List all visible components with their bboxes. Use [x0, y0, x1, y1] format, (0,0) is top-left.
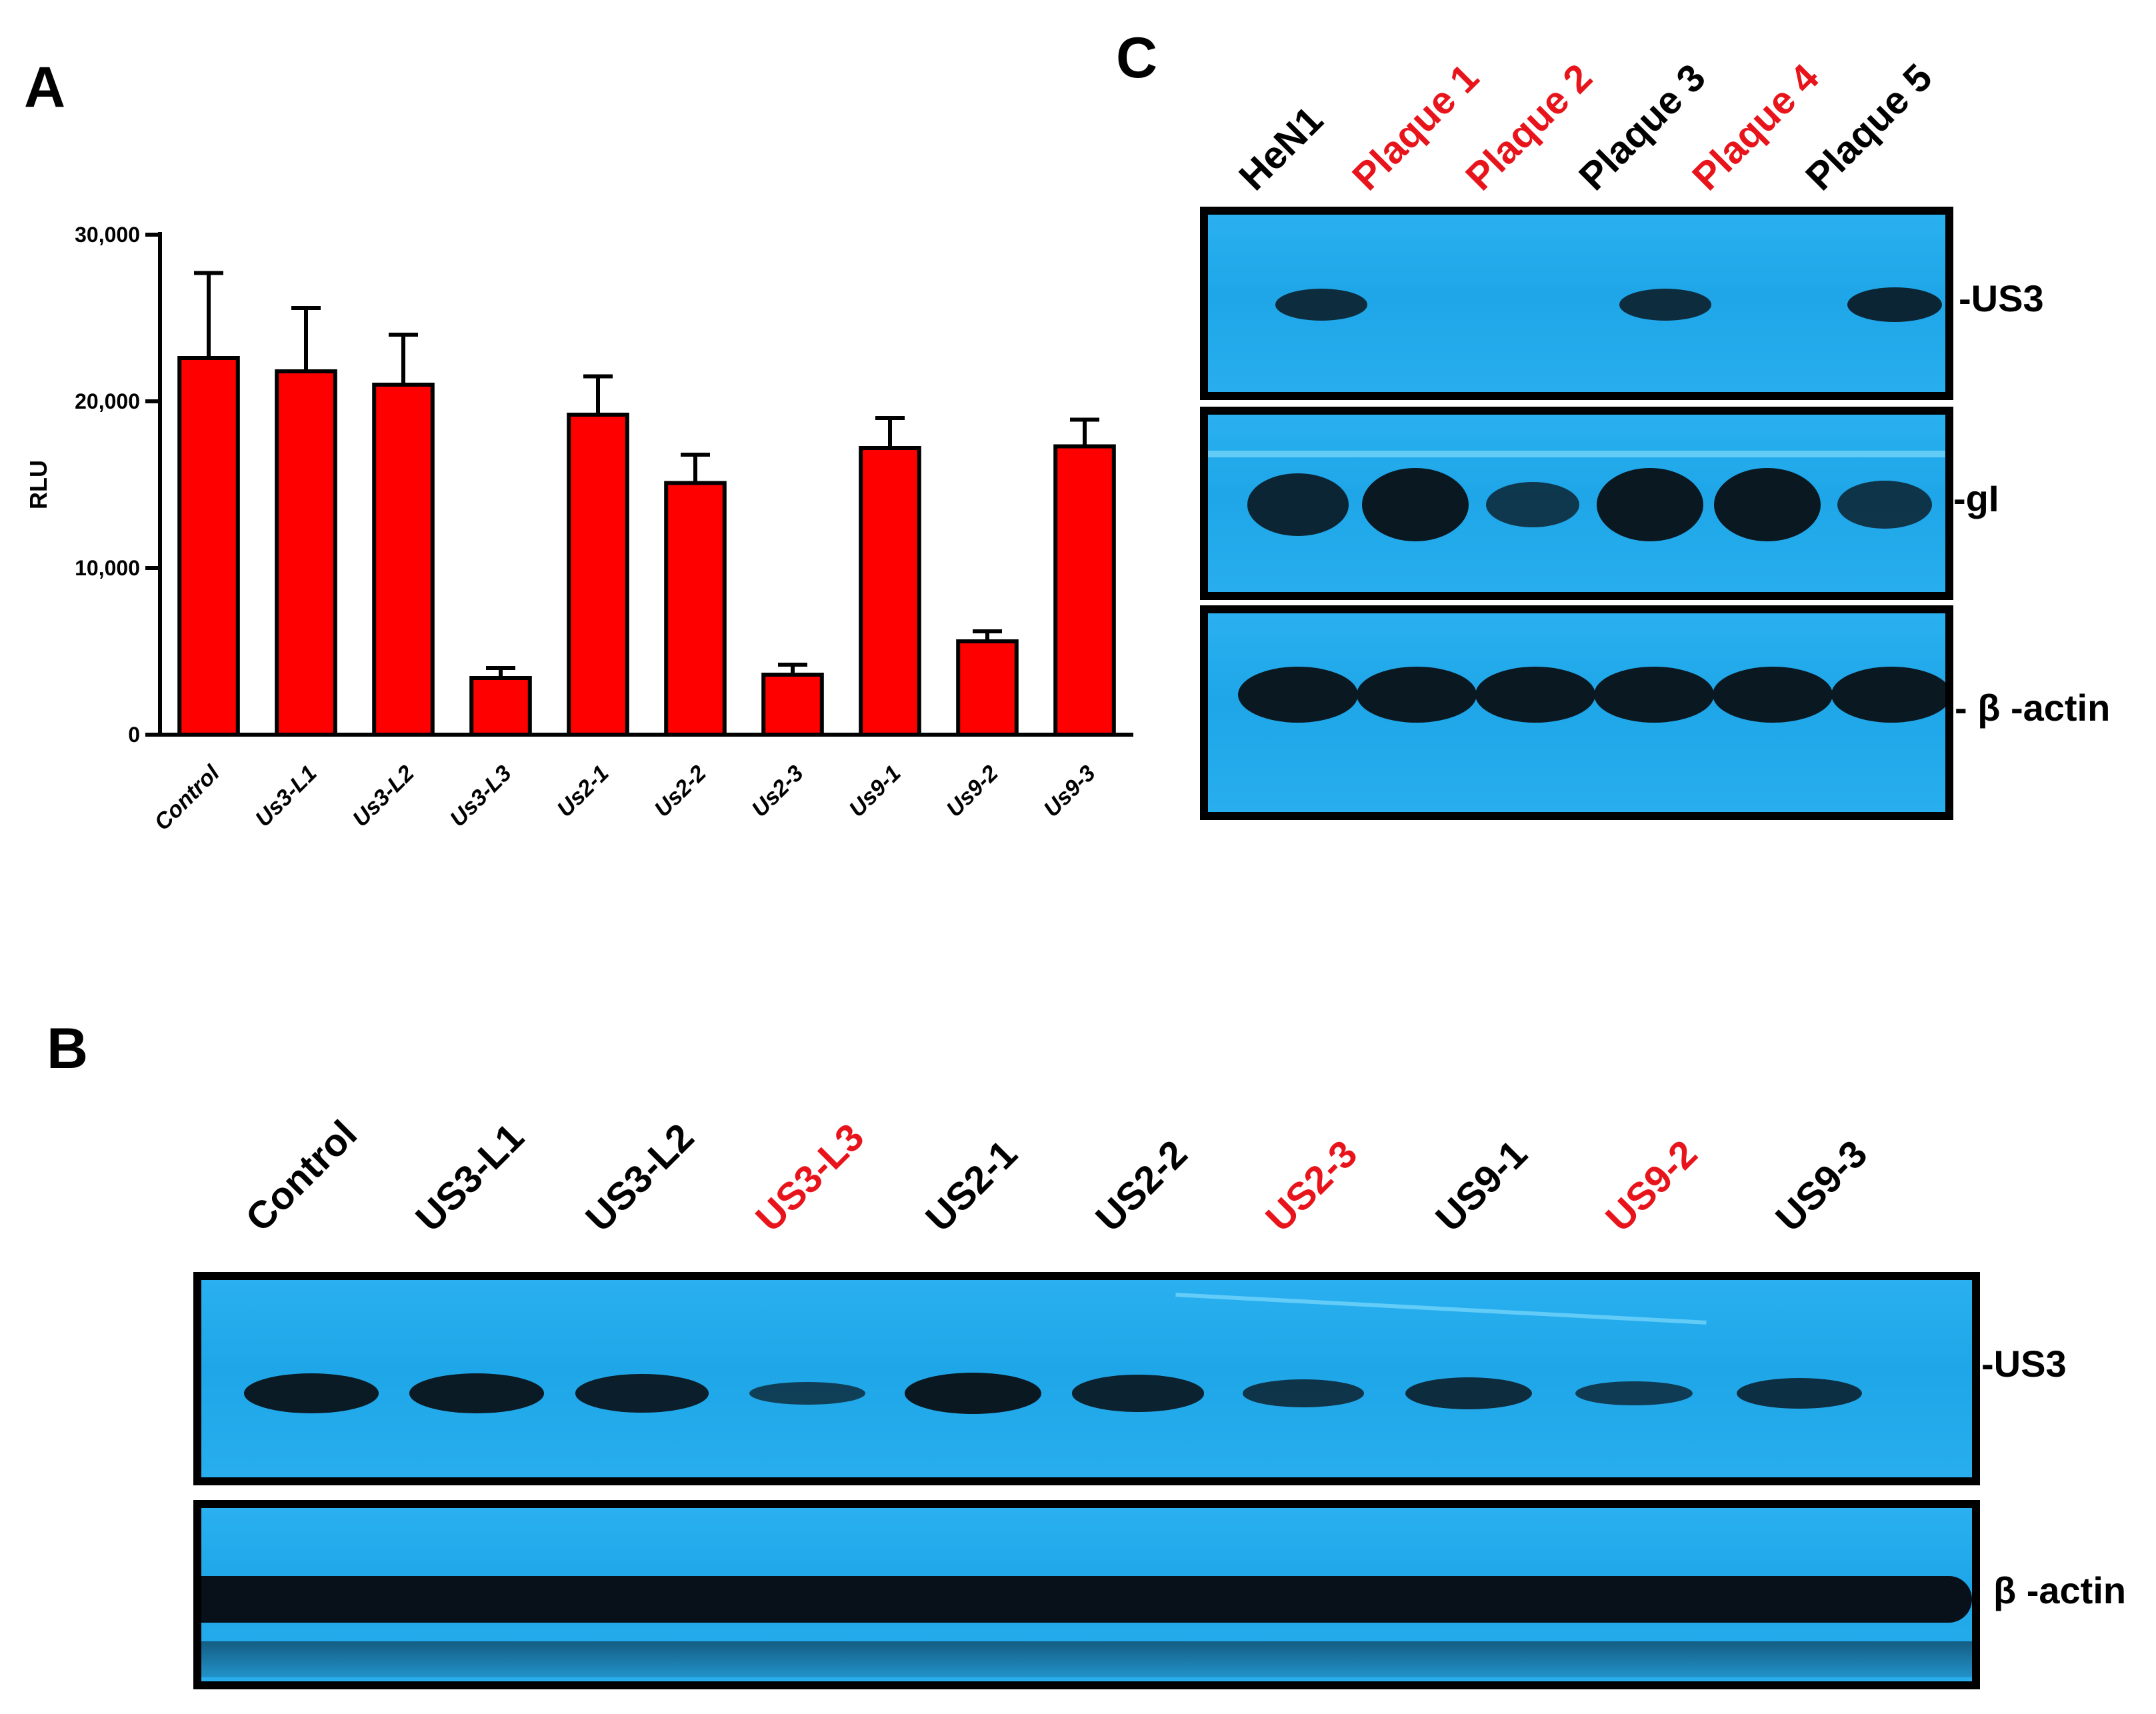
panel-c-actin-blot [1200, 605, 1953, 820]
y-tick-label: 10,000 [75, 556, 140, 580]
band [243, 1373, 379, 1413]
bar [1053, 444, 1116, 737]
y-tick-label: 0 [128, 723, 140, 747]
band [575, 1374, 709, 1413]
bar [177, 356, 240, 737]
panel-c-actin-label: - β -actin [1955, 687, 2111, 729]
band [1594, 667, 1714, 723]
band [1247, 473, 1349, 536]
lane-label: US2-2 [1087, 1131, 1196, 1241]
x-tick-label: Us9-2 [941, 761, 1003, 822]
x-tick-label: Us3-L1 [251, 761, 322, 832]
bar [372, 383, 435, 737]
panel-b-us3-blot [193, 1272, 1980, 1485]
band [1357, 667, 1477, 723]
actin-band [201, 1576, 1972, 1623]
band [1737, 1378, 1862, 1409]
lane-label: US9-1 [1427, 1131, 1536, 1241]
x-tick-label: Us9-1 [844, 761, 905, 822]
panel-b-actin-blot [193, 1500, 1980, 1689]
lane-label: US3-L2 [577, 1115, 703, 1241]
panel-b-us3-label: -US3 [1981, 1343, 2067, 1385]
panel-c-gi-blot [1200, 407, 1953, 600]
blot-streak [1208, 451, 1945, 457]
bar [469, 676, 532, 737]
band [1486, 482, 1579, 527]
band [1575, 1381, 1693, 1406]
x-tick-label: Us2-1 [552, 761, 613, 822]
panel-c-us3-blot [1200, 207, 1953, 400]
band [409, 1373, 545, 1413]
y-axis-label: RLU [25, 460, 52, 509]
band [1847, 287, 1943, 322]
band [1362, 468, 1469, 541]
band [1619, 289, 1712, 321]
lane-label: US2-1 [917, 1131, 1026, 1241]
lane-label: HeN1 [1231, 98, 1331, 199]
lane-label: Plaque 2 [1457, 55, 1601, 199]
x-tick-label: Control [149, 760, 225, 835]
panel-c-gi-label: -gI [1953, 477, 1999, 519]
lane-label: Plaque 3 [1571, 55, 1714, 199]
band [1837, 480, 1932, 529]
x-tick-label: Us9-3 [1039, 761, 1100, 822]
lane-label: US3-L1 [407, 1115, 533, 1241]
panel-c-letter: C [1116, 26, 1158, 90]
y-tick-label: 30,000 [75, 223, 140, 247]
panel-b-actin-label: β -actin [1993, 1569, 2127, 1611]
lane-label: Plaque 4 [1684, 55, 1827, 199]
panel-a-letter: A [24, 55, 66, 119]
lane-label: US2-3 [1257, 1131, 1366, 1241]
x-tick-label: Us2-3 [747, 761, 808, 822]
band [1243, 1379, 1364, 1407]
lane-label: Control [237, 1112, 365, 1241]
bar [567, 413, 629, 737]
band [1831, 667, 1945, 723]
band [749, 1381, 866, 1405]
bar [859, 446, 921, 737]
band [1475, 667, 1595, 723]
band [1597, 468, 1703, 541]
y-tick-label: 20,000 [75, 389, 140, 413]
band [1275, 289, 1368, 321]
bar [956, 639, 1019, 737]
lane-label: US9-2 [1597, 1131, 1706, 1241]
bar [275, 369, 337, 737]
x-tick-label: Us2-2 [649, 761, 711, 822]
bar [761, 673, 824, 737]
lane-label: Plaque 1 [1344, 55, 1487, 199]
x-tick-label: Us3-L2 [348, 761, 419, 832]
band [1714, 468, 1821, 541]
band [1238, 667, 1358, 723]
band [1405, 1377, 1532, 1410]
lane-label: Plaque 5 [1797, 55, 1941, 199]
lower-smear [201, 1641, 1972, 1677]
lane-label: US3-L3 [747, 1115, 873, 1241]
panel-c-us3-label: -US3 [1959, 277, 2044, 319]
lane-label: US9-3 [1767, 1131, 1876, 1241]
band [904, 1373, 1041, 1414]
x-tick-label: Us3-L3 [445, 761, 517, 832]
panel-b-letter: B [47, 1017, 89, 1081]
band [1713, 667, 1833, 723]
band [1072, 1375, 1204, 1412]
bar [664, 481, 727, 737]
bar-chart-a: 0 10,000 20,000 30,000 RLU Control Us3-L1 Us3-L… [25, 223, 1133, 835]
